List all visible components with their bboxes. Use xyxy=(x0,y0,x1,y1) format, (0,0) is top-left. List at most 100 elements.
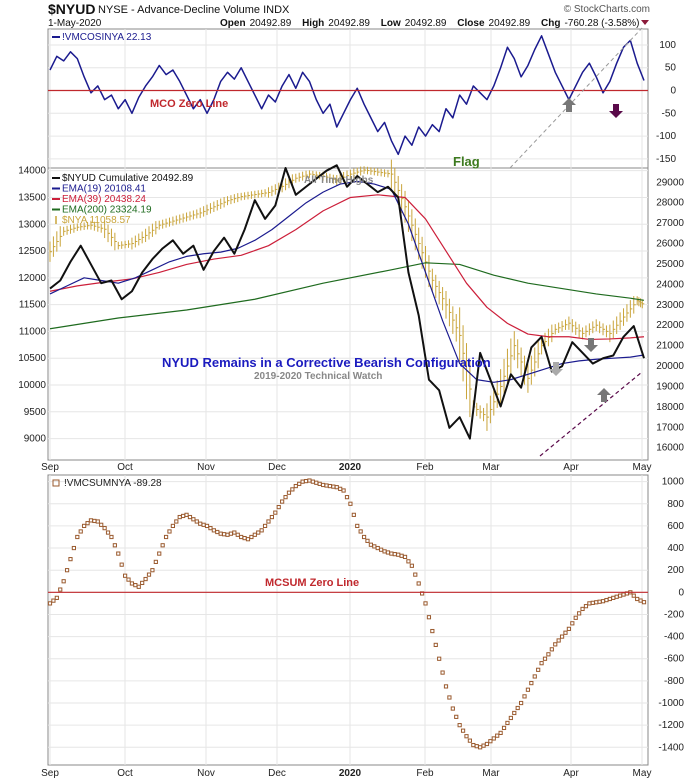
main-left-tick-label: 10500 xyxy=(18,353,46,364)
legend-entry: $NYUD Cumulative 20492.89 xyxy=(62,173,194,184)
mcsum-point xyxy=(290,487,295,492)
mcsum-point xyxy=(495,733,500,738)
mcsum-point xyxy=(399,553,404,558)
mcsum-point xyxy=(280,499,285,504)
mcsum-y-tick-label: -600 xyxy=(664,654,684,665)
legend-entry: $NYA 11058.57 xyxy=(62,215,131,226)
mcsum-point xyxy=(150,568,155,573)
main-left-tick-label: 9500 xyxy=(24,407,47,418)
mcsum-point xyxy=(409,563,414,568)
mcsum-point xyxy=(293,483,298,489)
x-tick-label: Mar xyxy=(482,462,500,473)
mcsum-point xyxy=(208,526,213,531)
mcsum-point xyxy=(116,551,121,556)
mcsum-point xyxy=(327,483,333,489)
mcsum-point xyxy=(239,534,244,540)
mcsum-zero-label: MCSUM Zero Line xyxy=(265,577,359,589)
close-value: 20492.89 xyxy=(489,18,531,29)
grey-down-arrow-1-icon xyxy=(549,362,563,376)
mcsum-point xyxy=(324,483,329,488)
mcsum-point xyxy=(594,600,599,605)
mcsum-point xyxy=(443,684,449,689)
mcsum-point xyxy=(580,606,585,612)
mcsum-point xyxy=(430,628,435,634)
mcsum-point xyxy=(559,634,565,639)
mcsum-point xyxy=(621,592,626,597)
x-tick-label: 2020 xyxy=(339,768,362,779)
mcsum-point xyxy=(460,728,466,733)
mcsum-point xyxy=(607,596,612,602)
mcsum-point xyxy=(546,652,551,657)
symbol-name: NYSE - Advance-Decline Volume INDX xyxy=(98,4,290,16)
mcsum-point xyxy=(92,518,97,524)
chg-down-icon xyxy=(641,20,649,25)
mcsum-point xyxy=(174,519,179,524)
mcsum-point xyxy=(187,514,193,520)
x-tick-label: Feb xyxy=(416,462,434,473)
mcsum-point xyxy=(64,568,70,573)
mcsum-point xyxy=(614,594,619,599)
grid-layer xyxy=(48,29,648,765)
mcsum-point xyxy=(372,544,377,549)
mcsum-point xyxy=(501,725,507,731)
mcsum-point xyxy=(406,559,411,564)
mcsum-point xyxy=(416,581,421,586)
mcsum-point xyxy=(266,519,271,524)
mcsum-point xyxy=(341,488,346,493)
mcsum-y-tick-label: -800 xyxy=(664,676,684,687)
low-value: 20492.89 xyxy=(405,18,447,29)
mcsum-point xyxy=(549,647,554,652)
mcsum-point xyxy=(570,621,575,626)
mcsum-point xyxy=(392,552,397,557)
mcsum-point xyxy=(163,534,169,540)
x-tick-label: Sep xyxy=(41,768,59,779)
mcsum-point xyxy=(519,700,524,706)
high-label: High xyxy=(302,18,324,29)
mcsum-point xyxy=(532,674,537,679)
mcsum-point xyxy=(105,530,111,535)
mcsum-point xyxy=(133,583,138,588)
mco-y-tick-label: 0 xyxy=(670,86,676,97)
main-chart-subtitle: 2019-2020 Technical Watch xyxy=(254,371,382,382)
mcsum-y-tick-label: -1000 xyxy=(658,698,684,709)
mcsum-y-tick-label: 200 xyxy=(667,565,684,576)
x-tick-label: Nov xyxy=(197,462,215,473)
mcsum-point xyxy=(600,599,606,604)
mcsum-point xyxy=(604,597,609,603)
mcsum-point xyxy=(635,596,640,602)
mcsum-point xyxy=(566,626,571,631)
brand-watermark: © StockCharts.com xyxy=(564,4,650,15)
main-left-tick-label: 12000 xyxy=(18,273,46,284)
all-time-highs-label: All Time Highs xyxy=(304,175,374,186)
mcsum-point xyxy=(170,523,175,529)
grey-up-arrow-icon xyxy=(562,98,576,112)
mcsum-point xyxy=(539,661,544,666)
main-left-tick-label: 11000 xyxy=(19,326,47,337)
grey-up-arrow-2-icon xyxy=(597,388,611,402)
main-right-tick-label: 27000 xyxy=(656,218,684,229)
mcsum-point xyxy=(498,730,503,736)
x-tick-label: May xyxy=(633,768,652,779)
mcsum-point xyxy=(78,529,83,534)
mcsum-point xyxy=(450,706,455,711)
flag-label: Flag xyxy=(453,154,480,169)
mco-zero-label: MCO Zero Line xyxy=(150,98,228,110)
legend-entry: EMA(19) 20108.41 xyxy=(62,184,146,195)
mcsum-point xyxy=(382,549,387,554)
mcsum-point xyxy=(58,587,63,592)
mcsum-point xyxy=(269,514,274,520)
mco-y-tick-label: -150 xyxy=(656,154,676,165)
mcsum-point xyxy=(348,501,353,506)
mcsum-point xyxy=(351,512,356,517)
mcsum-point xyxy=(85,521,90,526)
mcsum-point xyxy=(235,532,240,537)
mcsum-point xyxy=(481,743,486,748)
mcsum-point xyxy=(181,513,186,519)
mcsum-point xyxy=(590,600,595,605)
grey-down-arrow-2-icon xyxy=(584,338,598,352)
mcsum-point xyxy=(358,529,363,534)
main-right-tick-label: 28000 xyxy=(656,198,684,209)
mcsum-point xyxy=(385,550,391,555)
x-tick-label: Oct xyxy=(117,462,133,473)
mcsum-point xyxy=(47,601,53,606)
